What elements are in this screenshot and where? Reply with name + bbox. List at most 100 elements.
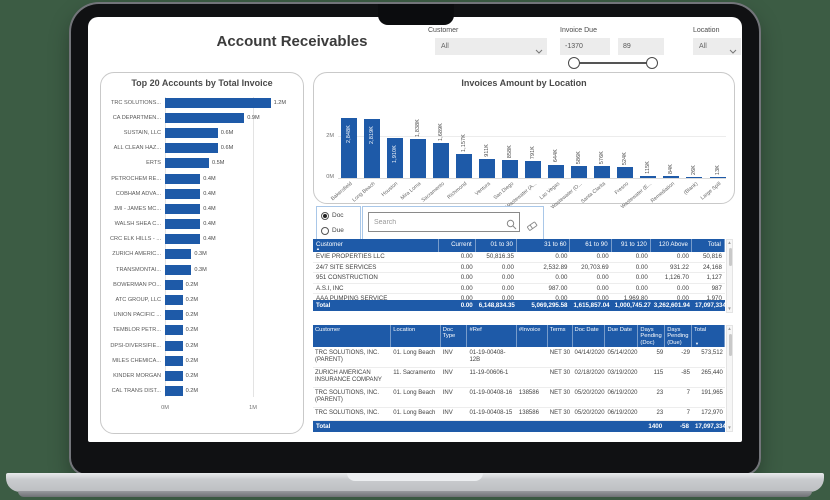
table-row[interactable]: 24/7 SITE SERVICES 0.00 0.00 2,532.89 20,703…	[313, 263, 725, 273]
radio-option-doc[interactable]: Doc	[321, 209, 360, 222]
bar[interactable]	[640, 175, 657, 178]
bar[interactable]	[165, 264, 192, 275]
column-header[interactable]: #Invoice	[516, 325, 548, 348]
bar[interactable]	[432, 142, 449, 178]
customer-dropdown[interactable]: All	[435, 38, 547, 55]
column-header[interactable]: Location	[391, 325, 441, 348]
table-row[interactable]: TRC SOLUTIONS, INC. 01. Long Beach INV 01-1…	[313, 408, 725, 421]
table-row[interactable]: ZURICH AMERICAN INSURANCE COMPANY 11. Sac…	[313, 368, 725, 388]
radio-option-due[interactable]: Due	[321, 224, 360, 237]
scrollbar-thumb[interactable]	[728, 334, 732, 356]
bar[interactable]	[165, 310, 183, 321]
bar[interactable]	[617, 167, 634, 178]
column-header[interactable]: Days Pending (Doc)	[638, 325, 666, 348]
search-input[interactable]	[368, 212, 520, 232]
column-header[interactable]: Terms	[547, 325, 573, 348]
bar-category-label: TRC SOLUTIONS...	[110, 99, 161, 106]
cell: 265,440	[691, 368, 725, 388]
table-row[interactable]: 951 CONSTRUCTION 0.00 0.00 0.00 0.00 0.00 1,12…	[313, 273, 725, 284]
clear-filter-eraser-icon[interactable]	[526, 218, 538, 236]
bar[interactable]	[165, 325, 183, 336]
bar[interactable]	[165, 127, 218, 138]
scroll-down-icon[interactable]: ▼	[727, 306, 732, 311]
bar[interactable]	[409, 139, 426, 178]
cell: 0.00	[438, 273, 476, 284]
column-header[interactable]: 120 Above	[650, 239, 692, 252]
table-row[interactable]: EVIE PROPERTIES LLC 0.00 50,816.35 0.00 0.00…	[313, 252, 725, 263]
table-row[interactable]: TRC SOLUTIONS, INC. (PARENT) 01. Long Bea…	[313, 388, 725, 408]
bar-category-label: WALSH SHEA C...	[114, 221, 161, 228]
customer-dropdown-value: All	[441, 43, 449, 50]
column-header[interactable]: Customer ▲	[313, 239, 439, 252]
scrollbar-thumb[interactable]	[728, 248, 732, 266]
left-chart-row: BOWERMAN PO... 0.2M	[109, 277, 295, 292]
column-header[interactable]: Doc Date	[572, 325, 606, 348]
cell: TRC SOLUTIONS, INC.	[313, 408, 392, 421]
search-icon[interactable]	[506, 217, 517, 235]
bar-category-label: KINDER MORGAN	[113, 372, 161, 379]
location-dropdown[interactable]: All	[693, 38, 741, 55]
bar[interactable]	[165, 173, 201, 184]
aging-table-scrollbar[interactable]: ▲ ▼	[726, 239, 733, 313]
bar[interactable]	[663, 176, 680, 178]
bar[interactable]	[165, 97, 271, 108]
bar[interactable]	[525, 161, 541, 178]
bar[interactable]	[165, 386, 183, 397]
column-header[interactable]: Customer	[313, 325, 392, 348]
table-row[interactable]: A.S.I, INC 0.00 0.00 987.00 0.00 0.00 0.00 987	[313, 284, 725, 294]
cell: 0.00	[570, 273, 612, 284]
scroll-down-icon[interactable]: ▼	[727, 425, 732, 430]
bar[interactable]	[165, 158, 209, 169]
bar[interactable]	[709, 176, 726, 178]
bar[interactable]	[165, 370, 183, 381]
bar[interactable]	[686, 176, 703, 178]
bar[interactable]	[165, 279, 183, 290]
column-header[interactable]: 61 to 90	[570, 239, 612, 252]
bar[interactable]	[165, 188, 201, 199]
bar[interactable]	[165, 203, 201, 214]
bar[interactable]	[340, 118, 357, 178]
bar[interactable]	[501, 160, 518, 178]
column-header[interactable]: Doc Type	[440, 325, 468, 348]
invoice-due-slider-track[interactable]	[574, 62, 652, 64]
table-row[interactable]: AAA PUMPING SERVICE 0.00 0.00 0.00 0.00 1,969…	[313, 294, 725, 300]
column-header[interactable]: 31 to 60	[516, 239, 571, 252]
bar[interactable]	[165, 295, 183, 306]
slider-handle-left[interactable]	[568, 57, 580, 69]
column-header[interactable]: Current	[438, 239, 476, 252]
bar[interactable]	[165, 355, 183, 366]
radio-selected-icon	[321, 211, 329, 220]
column-header[interactable]: Total ▼	[691, 325, 725, 348]
bar[interactable]	[165, 234, 201, 245]
bar-value-label: 586K	[576, 150, 583, 164]
column-header[interactable]: 01 to 30	[475, 239, 517, 252]
bar[interactable]	[165, 112, 245, 123]
column-header[interactable]: Due Date	[605, 325, 639, 348]
column-header[interactable]: Total	[691, 239, 725, 252]
invoice-due-min-input[interactable]: -1370	[560, 38, 610, 55]
bar[interactable]	[478, 158, 495, 178]
bar[interactable]	[165, 219, 201, 230]
column-header[interactable]: 91 to 120	[611, 239, 651, 252]
bar[interactable]	[165, 249, 192, 260]
column-header[interactable]: Days Pending (Due)	[665, 325, 692, 348]
slider-handle-right[interactable]	[646, 57, 658, 69]
invoice-due-max-input[interactable]: 89	[618, 38, 664, 55]
scroll-up-icon[interactable]: ▲	[727, 326, 732, 331]
detail-table-scrollbar[interactable]: ▲ ▼	[726, 325, 733, 432]
scroll-up-icon[interactable]: ▲	[727, 240, 732, 245]
bar[interactable]	[165, 340, 183, 351]
bar-value-label: 0.4M	[203, 190, 216, 197]
column-header[interactable]: #Ref	[467, 325, 517, 348]
bar[interactable]	[165, 143, 218, 154]
bar-column: 1,838K Mira Loma	[400, 98, 426, 201]
bar[interactable]	[386, 137, 403, 178]
table-row[interactable]: TRC SOLUTIONS, INC. (PARENT) 01. Long Bea…	[313, 347, 725, 368]
bar[interactable]	[455, 153, 472, 178]
bar[interactable]	[363, 118, 380, 178]
bar[interactable]	[571, 165, 588, 178]
bar[interactable]	[594, 165, 611, 178]
cell: 01. Long Beach	[391, 408, 441, 421]
chart-title: Top 20 Accounts by Total Invoice	[131, 78, 273, 88]
bar[interactable]	[548, 164, 565, 178]
